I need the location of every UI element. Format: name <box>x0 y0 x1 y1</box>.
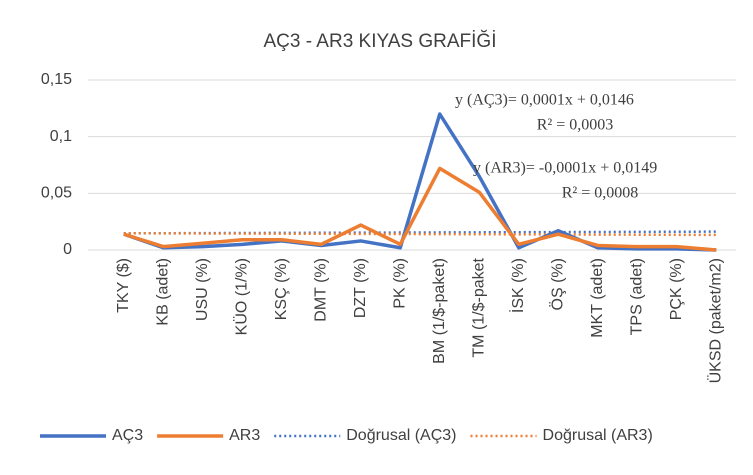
legend-label: Doğrusal (AR3) <box>543 427 653 444</box>
annotation: y (AR3)= -0,0001x + 0,0149 <box>473 160 657 177</box>
x-tick-label: TM (1/$-paket <box>470 257 487 357</box>
x-tick-label: İSK (%) <box>508 258 527 313</box>
x-tick-label: TPS (adet) <box>628 258 645 335</box>
y-tick-label: 0,05 <box>41 185 72 202</box>
y-tick-label: 0,1 <box>50 128 72 145</box>
x-tick-label: KB (adet) <box>154 258 171 326</box>
series-line <box>123 112 717 252</box>
x-tick-label: USU (%) <box>194 258 211 321</box>
y-tick-label: 0,15 <box>41 71 72 88</box>
x-tick-label: ÖŞ (%) <box>548 258 566 310</box>
x-tick-label: DZT (%) <box>352 258 369 318</box>
x-tick-label: PÇK (%) <box>668 258 685 320</box>
annotation: R² = 0,0008 <box>562 185 639 202</box>
y-tick-label: 0 <box>63 241 72 258</box>
legend-label: Doğrusal (AÇ3) <box>346 427 456 444</box>
x-tick-label: DMT (%) <box>312 258 329 322</box>
x-tick-label: KSÇ (%) <box>273 258 290 320</box>
x-tick-label: MKT (adet) <box>589 258 606 338</box>
annotation: y (AÇ3)= 0,0001x + 0,0146 <box>455 92 634 109</box>
chart-title: AÇ3 - AR3 KIYAS GRAFİĞİ <box>264 30 497 52</box>
series-line <box>123 166 717 252</box>
x-tick-label: ÜKSD (paket/m2) <box>706 258 724 383</box>
legend-label: AÇ3 <box>112 427 143 444</box>
trend-line <box>123 231 717 237</box>
x-tick-label: TKY ($) <box>115 258 132 313</box>
x-tick-label: KÜO (1/%) <box>232 258 250 335</box>
legend-label: AR3 <box>229 427 260 444</box>
x-tick-label: PK (%) <box>391 258 408 309</box>
trend-line <box>123 230 717 235</box>
x-tick-label: BM (1/$-paket) <box>431 258 448 364</box>
annotation: R² = 0,0003 <box>537 117 614 134</box>
